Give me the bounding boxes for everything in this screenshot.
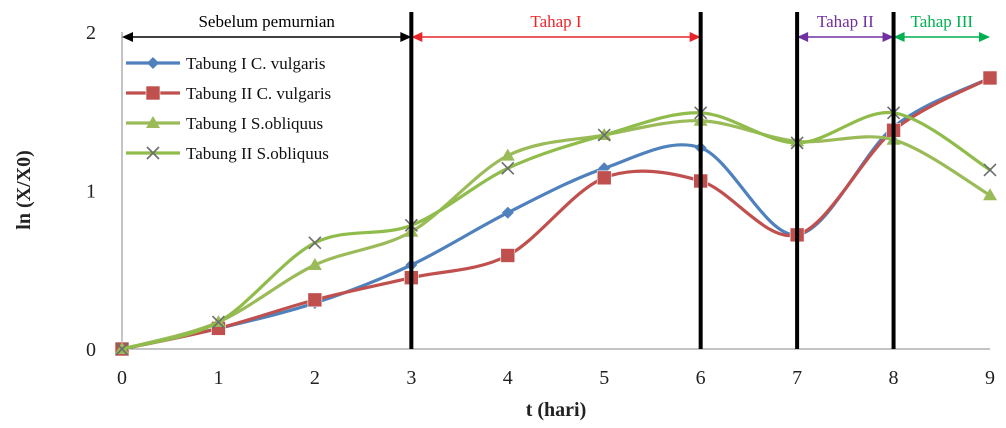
phase-label-bg [191, 10, 343, 32]
x-tick-label: 8 [889, 367, 899, 389]
x-tick-label: 3 [406, 367, 416, 389]
phase-arrow-head-left [797, 32, 809, 42]
series-line [120, 76, 992, 351]
data-point [115, 342, 129, 356]
phase-arrow-head-left [122, 32, 133, 42]
phase-arrow-head-left [411, 32, 423, 42]
y-tick-label: 0 [86, 339, 96, 361]
data-point [597, 128, 611, 142]
x-tick-label: 5 [599, 367, 609, 389]
series-3 [115, 113, 997, 354]
legend-label: Tabung I C. vulgaris [186, 54, 326, 73]
legend-item: Tabung I C. vulgaris [126, 54, 326, 73]
data-point [500, 248, 516, 263]
legend-background [124, 46, 406, 194]
data-point [983, 163, 997, 177]
legend-label: Tabung I S.obliquus [186, 114, 323, 133]
y-tick-label: 1 [86, 181, 96, 203]
data-point [982, 70, 998, 86]
legend-swatch-marker [147, 57, 159, 69]
phase-arrow-head-right [979, 32, 990, 42]
phase-label: Tahap III [911, 12, 974, 31]
series-4 [115, 106, 997, 356]
data-point [307, 292, 323, 308]
data-point [983, 188, 997, 201]
phase-lines [409, 12, 896, 349]
legend-item: Tabung II S.obliquus [126, 144, 329, 163]
series-layer [114, 70, 998, 357]
phase-label-bg [807, 10, 883, 32]
data-point [501, 161, 515, 175]
phase-label: Sebelum pemurnian [198, 12, 335, 31]
data-point [307, 257, 322, 270]
x-axis-title: t (hari) [526, 399, 587, 421]
phase-label: Tahap II [817, 12, 874, 31]
legend-swatch-marker [145, 85, 161, 101]
data-point [500, 148, 515, 161]
data-point [211, 315, 226, 329]
phase-arrow-head-left [893, 32, 905, 42]
phase-arrow-head-right [882, 32, 894, 42]
data-point [501, 206, 514, 219]
y-axis-title: ln (X/X0) [13, 150, 35, 229]
phase-label-bg [522, 10, 590, 32]
x-tick-label: 7 [792, 367, 802, 389]
x-tick-label: 4 [503, 367, 513, 389]
axes [121, 32, 990, 350]
series-line [120, 119, 992, 351]
phase-label-bg [899, 10, 984, 32]
x-tick-label: 1 [213, 367, 223, 389]
data-point [596, 170, 612, 186]
legend-swatch-marker [146, 116, 160, 128]
legend-item: Tabung II C. vulgaris [126, 84, 331, 103]
legend-label: Tabung II C. vulgaris [186, 84, 331, 103]
legend-label: Tabung II S.obliquus [186, 144, 329, 163]
phase-label: Tahap I [530, 12, 582, 31]
legend-swatch-marker [146, 146, 160, 160]
phase-arrow-head-right [400, 32, 412, 42]
legend: Tabung I C. vulgaris Tabung II C. vulgari… [124, 46, 406, 194]
x-tick-label: 9 [985, 367, 995, 389]
x-tick-label: 6 [696, 367, 706, 389]
series-line [120, 110, 992, 351]
x-tick-label: 0 [117, 367, 127, 389]
y-tick-labels: 0 1 2 [86, 22, 96, 361]
phase-arrows: Sebelum pemurnian Tahap I Tahap II Tahap II… [122, 10, 990, 42]
legend-item: Tabung I S.obliquus [126, 114, 323, 133]
y-tick-label: 2 [86, 22, 96, 44]
phase-arrow-head-right [689, 32, 701, 42]
data-point [308, 236, 322, 250]
x-tick-label: 2 [310, 367, 320, 389]
x-tick-labels: 0 1 2 3 4 5 6 7 8 9 [117, 367, 995, 389]
